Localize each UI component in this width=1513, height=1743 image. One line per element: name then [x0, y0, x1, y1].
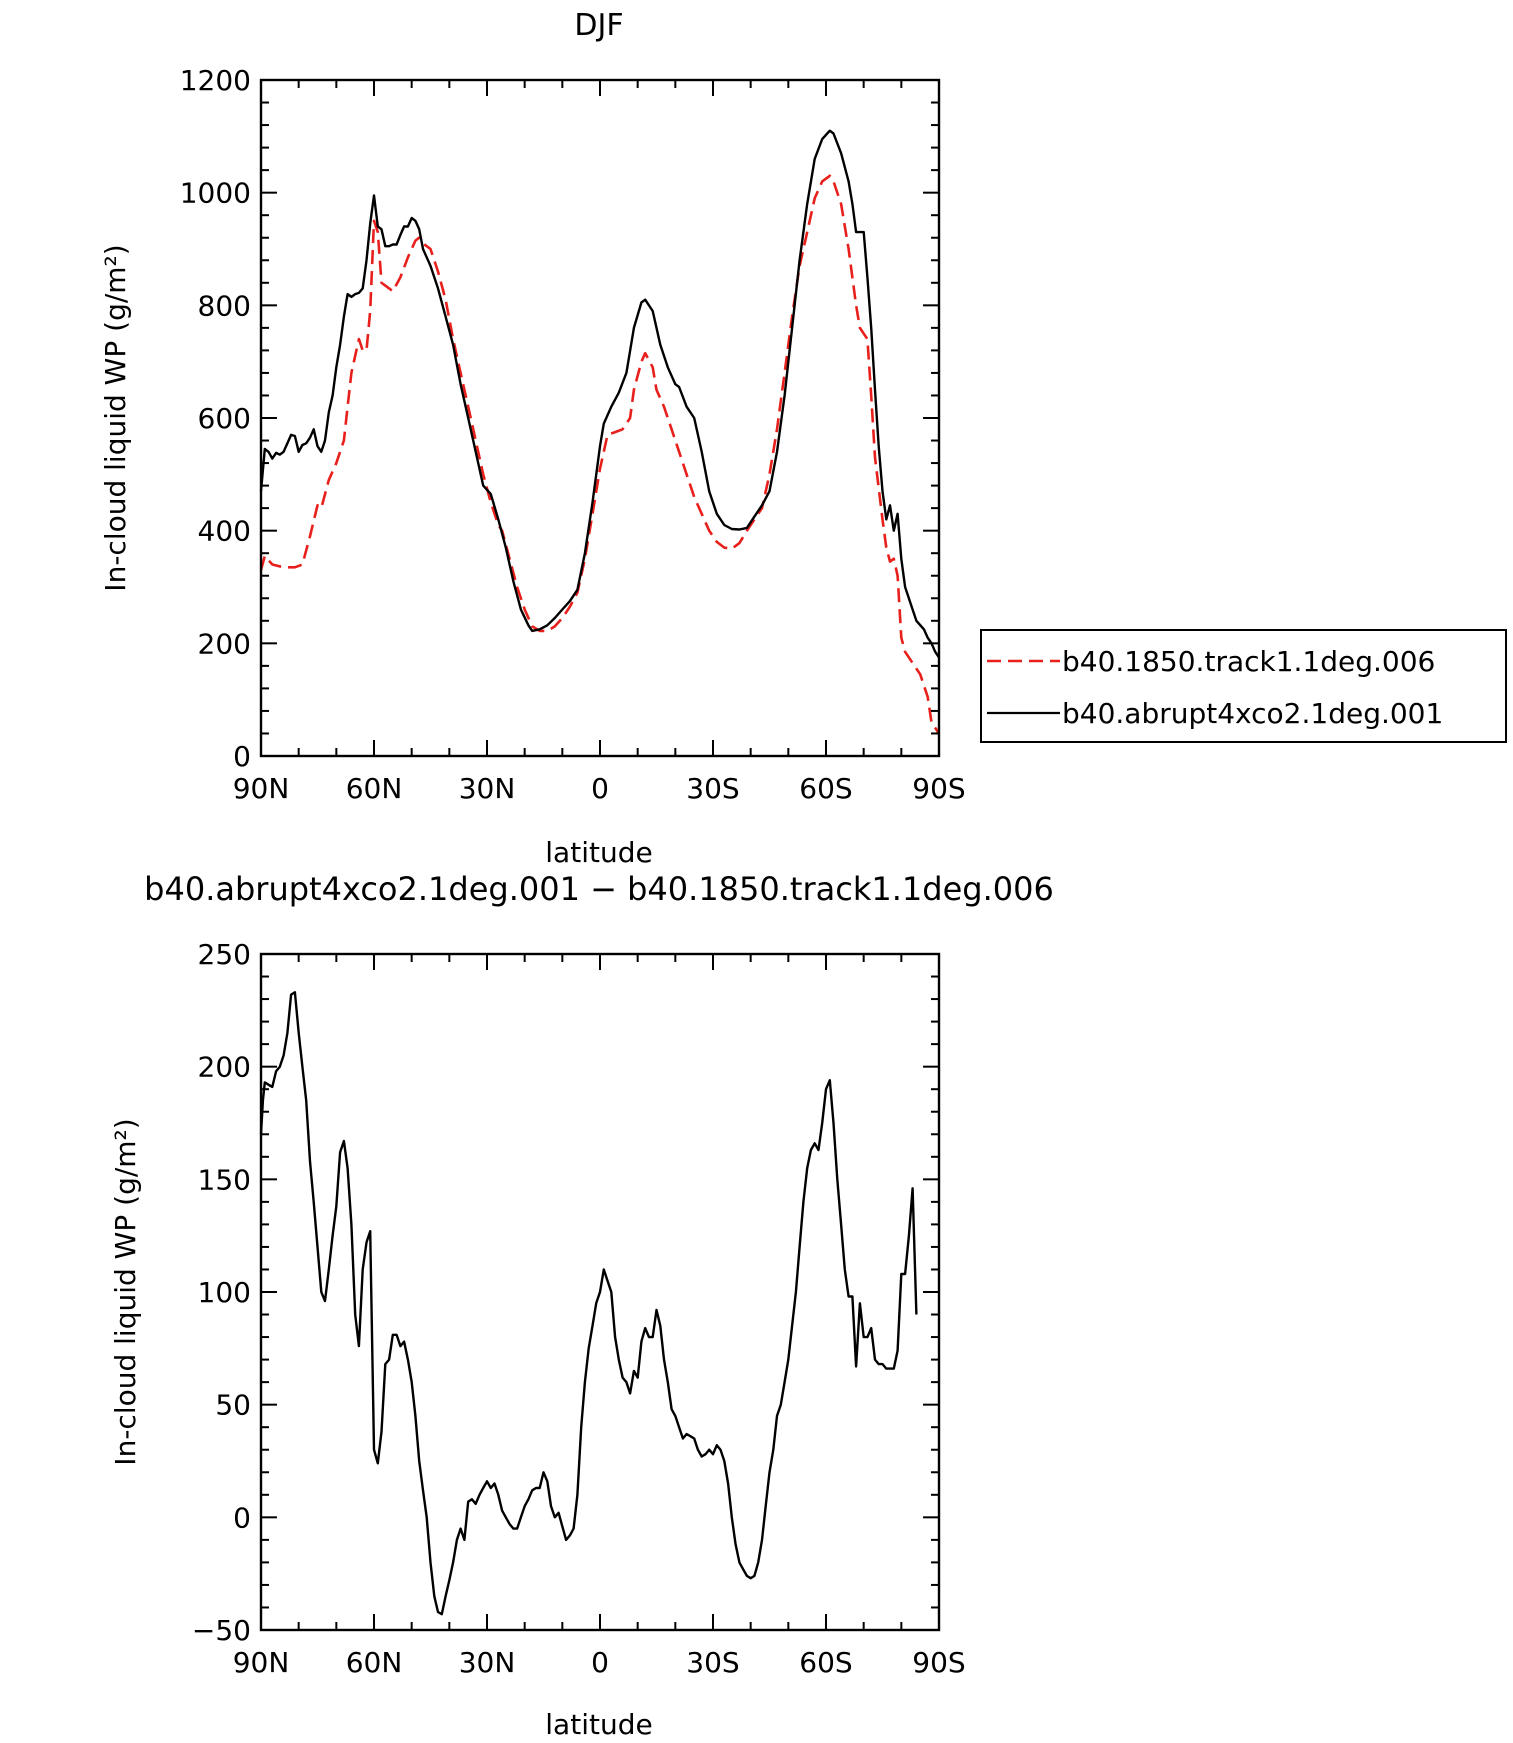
legend-label-1850: b40.1850.track1.1deg.006 [1062, 645, 1435, 678]
top-x-tick-label: 30N [459, 772, 516, 805]
bottom-x-axis-label: latitude [545, 1708, 652, 1741]
bottom-x-tick-label: 30N [459, 1646, 516, 1679]
bottom-x-tick-label: 90N [233, 1646, 290, 1679]
top-x-tick-label: 60S [799, 772, 852, 805]
bottom-panel: b40.abrupt4xco2.1deg.001 − b40.1850.trac… [109, 870, 1054, 1741]
bottom-x-tick-label: 0 [591, 1646, 609, 1679]
bottom-series-line-series-0 [259, 991, 918, 1616]
bottom-y-tick-label: 250 [198, 938, 251, 971]
top-plot-frame [259, 78, 941, 758]
top-x-tick-label: 90S [912, 772, 965, 805]
bottom-y-axis-label: In-cloud liquid WP (g/m²) [109, 1118, 142, 1465]
top-series-line-b40-1850-track1-1deg-006 [259, 174, 941, 735]
bottom-chart-title: b40.abrupt4xco2.1deg.001 − b40.1850.trac… [144, 870, 1054, 908]
bottom-x-tick-label: 60N [346, 1646, 403, 1679]
bottom-y-tick-label: 0 [233, 1501, 251, 1534]
top-y-tick-label: 1200 [180, 64, 251, 97]
bottom-y-tick-label: −50 [192, 1614, 251, 1647]
top-chart-title: DJF [574, 8, 623, 43]
bottom-x-tick-label: 90S [912, 1646, 965, 1679]
legend-frame [980, 629, 1507, 743]
bottom-x-tick-label: 60S [799, 1646, 852, 1679]
bottom-y-tick-label: 50 [215, 1389, 251, 1422]
top-y-tick-label: 800 [198, 289, 251, 322]
top-y-tick-label: 400 [198, 515, 251, 548]
top-y-axis-label: In-cloud liquid WP (g/m²) [99, 244, 132, 591]
bottom-y-tick-label: 100 [198, 1276, 251, 1309]
top-y-tick-label: 200 [198, 627, 251, 660]
top-x-tick-label: 60N [346, 772, 403, 805]
top-panel: DJF 90N 60N 30N 0 30S 60S 90S 0 200 400 600 800 1000… [99, 8, 1507, 869]
top-x-tick-label: 90N [233, 772, 290, 805]
top-y-tick-label: 1000 [180, 177, 251, 210]
top-x-tick-label: 30S [686, 772, 739, 805]
bottom-y-tick-label: 150 [198, 1163, 251, 1196]
bottom-plot-frame [259, 952, 941, 1632]
top-axes-group: 90N 60N 30N 0 30S 60S 90S 0 200 400 600 800 1000 1200 [180, 64, 966, 805]
top-series-line-b40-abrupt4xco2-1deg-001 [259, 129, 940, 659]
top-y-tick-label: 0 [233, 740, 251, 773]
top-series-group [259, 129, 941, 735]
top-x-tick-label: 0 [591, 772, 609, 805]
legend-label-abrupt4xco2: b40.abrupt4xco2.1deg.001 [1062, 697, 1443, 730]
bottom-y-tick-label: 200 [198, 1051, 251, 1084]
bottom-axes-group: 90N 60N 30N 0 30S 60S 90S −50 0 50 100 150 200 250 [192, 938, 966, 1679]
top-x-axis-label: latitude [545, 836, 652, 869]
legend: b40.1850.track1.1deg.006 b40.abrupt4xco2… [980, 629, 1507, 743]
bottom-x-tick-label: 30S [686, 1646, 739, 1679]
bottom-series-group [259, 991, 918, 1616]
top-y-tick-label: 600 [198, 402, 251, 435]
